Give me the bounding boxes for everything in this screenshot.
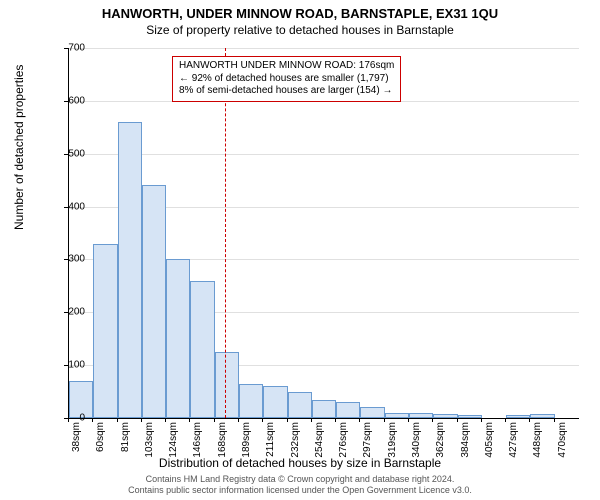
annotation-box: HANWORTH UNDER MINNOW ROAD: 176sqm← 92% …: [172, 56, 401, 102]
x-tick-mark: [68, 418, 69, 422]
marker-line: [225, 48, 226, 418]
histogram-bar: [360, 407, 384, 418]
x-tick-mark: [311, 418, 312, 422]
histogram-bar: [239, 384, 263, 418]
x-tick-mark: [335, 418, 336, 422]
y-tick-mark: [64, 48, 68, 49]
annotation-line1: HANWORTH UNDER MINNOW ROAD: 176sqm: [179, 60, 394, 73]
x-tick-mark: [359, 418, 360, 422]
histogram-bar: [458, 415, 482, 418]
annotation-line3: 8% of semi-detached houses are larger (1…: [179, 85, 394, 98]
histogram-bar: [336, 402, 360, 418]
histogram-bar: [118, 122, 142, 418]
y-tick-mark: [64, 101, 68, 102]
x-tick-label: 103sqm: [144, 422, 155, 462]
x-tick-label: 405sqm: [484, 422, 495, 462]
histogram-bar: [312, 400, 336, 419]
histogram-bar: [263, 386, 287, 418]
histogram-chart: HANWORTH UNDER MINNOW ROAD: 176sqm← 92% …: [68, 48, 579, 419]
x-tick-mark: [117, 418, 118, 422]
y-tick-mark: [64, 154, 68, 155]
gridline: [69, 48, 579, 49]
x-tick-label: 168sqm: [217, 422, 228, 462]
y-tick-mark: [64, 312, 68, 313]
y-tick-mark: [64, 365, 68, 366]
histogram-bar: [433, 414, 457, 418]
x-tick-mark: [262, 418, 263, 422]
x-tick-mark: [432, 418, 433, 422]
histogram-bar: [215, 352, 239, 418]
x-tick-label: 81sqm: [120, 422, 131, 462]
x-tick-mark: [384, 418, 385, 422]
histogram-bar: [409, 413, 433, 418]
histogram-bar: [530, 414, 554, 418]
x-tick-label: 232sqm: [290, 422, 301, 462]
x-tick-label: 254sqm: [314, 422, 325, 462]
y-tick-mark: [64, 259, 68, 260]
gridline: [69, 154, 579, 155]
x-tick-mark: [92, 418, 93, 422]
x-tick-mark: [505, 418, 506, 422]
x-tick-label: 276sqm: [338, 422, 349, 462]
histogram-bar: [142, 185, 166, 418]
x-tick-mark: [554, 418, 555, 422]
x-tick-label: 470sqm: [557, 422, 568, 462]
footer-line2: Contains public sector information licen…: [0, 485, 600, 496]
x-tick-mark: [408, 418, 409, 422]
x-tick-label: 211sqm: [265, 422, 276, 462]
x-tick-mark: [481, 418, 482, 422]
y-tick-mark: [64, 207, 68, 208]
histogram-bar: [93, 244, 117, 418]
x-tick-mark: [165, 418, 166, 422]
histogram-bar: [166, 259, 190, 418]
x-tick-label: 427sqm: [508, 422, 519, 462]
x-tick-label: 124sqm: [168, 422, 179, 462]
footer-line1: Contains HM Land Registry data © Crown c…: [0, 474, 600, 485]
x-tick-label: 340sqm: [411, 422, 422, 462]
histogram-bar: [506, 415, 530, 418]
x-tick-mark: [238, 418, 239, 422]
x-tick-label: 448sqm: [532, 422, 543, 462]
x-tick-label: 384sqm: [460, 422, 471, 462]
x-tick-label: 146sqm: [192, 422, 203, 462]
x-tick-label: 319sqm: [387, 422, 398, 462]
y-axis-label: Number of detached properties: [12, 65, 26, 230]
footer-attribution: Contains HM Land Registry data © Crown c…: [0, 474, 600, 496]
x-tick-label: 189sqm: [241, 422, 252, 462]
x-tick-mark: [189, 418, 190, 422]
x-tick-mark: [141, 418, 142, 422]
x-tick-label: 60sqm: [95, 422, 106, 462]
page-subtitle: Size of property relative to detached ho…: [0, 21, 600, 37]
x-tick-mark: [287, 418, 288, 422]
x-tick-label: 362sqm: [435, 422, 446, 462]
annotation-line2: ← 92% of detached houses are smaller (1,…: [179, 73, 394, 86]
histogram-bar: [288, 392, 312, 418]
x-tick-mark: [457, 418, 458, 422]
x-tick-label: 38sqm: [71, 422, 82, 462]
x-tick-label: 297sqm: [362, 422, 373, 462]
histogram-bar: [385, 413, 409, 418]
x-tick-mark: [529, 418, 530, 422]
x-tick-mark: [214, 418, 215, 422]
histogram-bar: [190, 281, 214, 418]
page-title: HANWORTH, UNDER MINNOW ROAD, BARNSTAPLE,…: [0, 0, 600, 21]
